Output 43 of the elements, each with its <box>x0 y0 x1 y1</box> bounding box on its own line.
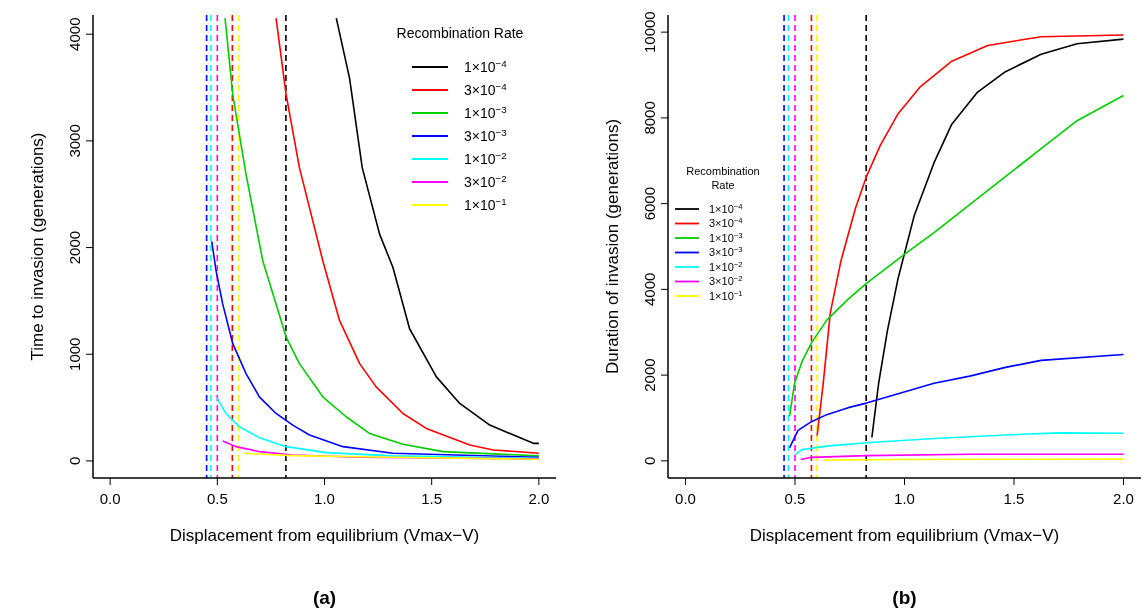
legend-title: Recombination Rate <box>396 25 524 41</box>
text: (a) <box>312 587 337 608</box>
y-tick-label: 6000 <box>641 186 658 221</box>
x-tick-label: 0.0 <box>675 490 696 507</box>
x-tick-label: 2.0 <box>528 490 550 507</box>
y-tick-label: 2000 <box>66 230 83 265</box>
x-tick-label: 0.5 <box>206 490 228 507</box>
legend-label: 3×10$^{−3}$ <box>464 126 508 144</box>
y-tick-label: 1000 <box>66 337 83 371</box>
legend-label: 3×10$^{−2}$ <box>464 172 507 190</box>
legend-label: 3×10$^{−3}$ <box>709 244 743 259</box>
y-tick-label: 4000 <box>641 272 658 307</box>
legend-label: 3×10$^{−2}$ <box>709 273 743 288</box>
y-tick-label: 3000 <box>66 124 83 158</box>
x-tick-label: 1.0 <box>894 490 915 507</box>
y-tick-label: 0 <box>641 456 658 466</box>
legend-label: 1×10$^{−4}$ <box>709 201 744 215</box>
legend-label: 1×10$^{−1}$ <box>709 288 743 302</box>
x-tick-label: 1.5 <box>421 490 443 507</box>
x-tick-label: 0.5 <box>784 490 806 507</box>
x-axis-title: Displacement from equilibrium (Vmax−V) <box>749 526 1060 545</box>
legend-label: 1×10$^{−4}$ <box>464 57 508 75</box>
y-tick-label: 0 <box>66 456 83 466</box>
legend-label: 3×10$^{−4}$ <box>464 80 508 98</box>
x-tick-label: 1.0 <box>314 490 335 507</box>
y-axis-title: Duration of invasion (generations) <box>603 118 622 375</box>
legend-label: 1×10$^{−2}$ <box>709 259 743 273</box>
legend-label: 1×10$^{−1}$ <box>464 195 507 213</box>
x-tick-label: 0.0 <box>99 490 121 507</box>
legend-label: 3×10$^{−4}$ <box>709 215 744 230</box>
y-tick-label: 8000 <box>641 101 658 135</box>
y-tick-label: 4000 <box>66 17 83 51</box>
y-tick-label: 10000 <box>641 11 658 54</box>
text: (b) <box>892 587 917 608</box>
x-tick-label: 2.0 <box>1113 490 1134 507</box>
legend-label: 1×10$^{−3}$ <box>709 230 743 244</box>
y-tick-label: 2000 <box>641 358 658 392</box>
legend-label: 1×10$^{−2}$ <box>464 149 507 167</box>
y-axis-title: Time to invasion (generations) <box>28 132 47 361</box>
legend-title: Recombination Rate <box>686 165 760 191</box>
legend-label: 1×10$^{−3}$ <box>464 103 508 121</box>
x-tick-label: 1.5 <box>1003 490 1025 507</box>
x-axis-title: Displacement from equilibrium (Vmax−V) <box>169 526 480 545</box>
